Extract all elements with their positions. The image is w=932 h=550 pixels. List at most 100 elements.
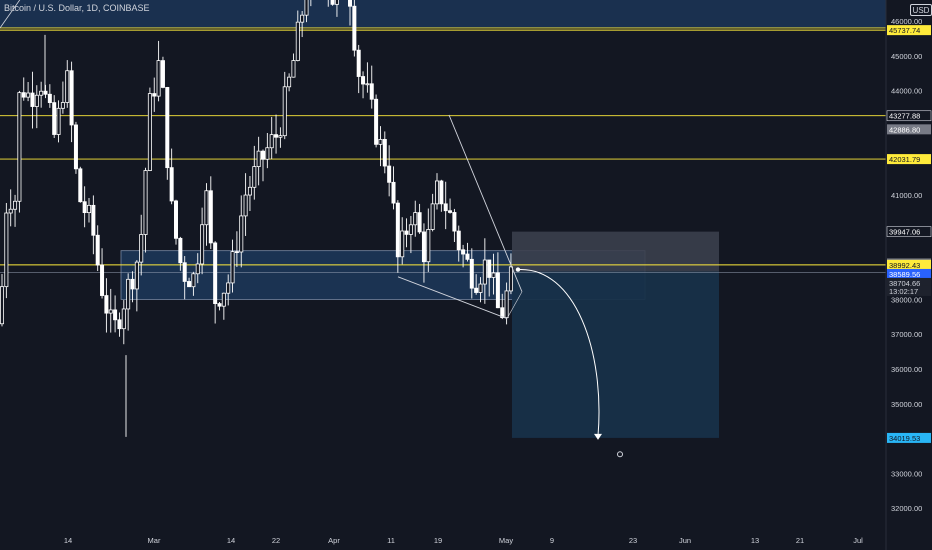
bearish-candle [100, 264, 105, 296]
bearish-candle [182, 262, 187, 282]
projection-curve [517, 269, 600, 436]
projection-arrow-head [594, 433, 602, 440]
bearish-candle [73, 124, 78, 170]
marker-icon [617, 451, 623, 458]
bullish-candle [156, 60, 161, 97]
time-tick-label: 22 [272, 536, 280, 545]
bearish-candle [391, 181, 396, 204]
bullish-candle [365, 83, 370, 86]
bullish-candle [291, 60, 296, 78]
price-axis[interactable]: 46000.0045000.0044000.0041000.0040000.00… [885, 0, 932, 550]
currency-button[interactable]: USD [910, 4, 932, 16]
bullish-candle [17, 92, 22, 202]
bearish-candle [461, 249, 466, 255]
resistance-band [0, 0, 886, 28]
symbol-label[interactable]: Bitcoin / U.S. Dollar, 1D, COINBASE [4, 3, 150, 13]
bearish-candle [356, 49, 361, 77]
bearish-candle [160, 60, 165, 88]
bearish-candle [21, 92, 26, 98]
bullish-candle [304, 0, 309, 16]
price-label-box [887, 285, 931, 296]
bullish-candle [243, 194, 248, 217]
bullish-candle [191, 273, 196, 288]
price-label-box [887, 259, 931, 270]
price-tick-label: 37000.00 [891, 330, 922, 339]
bullish-candle [334, 0, 339, 5]
bullish-candle [408, 224, 413, 235]
time-axis[interactable]: 14 Mar 14 22 Apr 11 19 May 9 23 Jun 13 21 Jul [64, 536, 863, 545]
bearish-candle [347, 0, 352, 7]
time-tick-label: 11 [387, 536, 395, 545]
bearish-candle [113, 309, 118, 321]
bullish-candle [230, 251, 235, 284]
price-tick-label: 46000.00 [891, 17, 922, 26]
bullish-candle [39, 90, 44, 96]
bearish-candle [448, 210, 453, 213]
price-label: 42031.79 [889, 155, 920, 164]
time-tick-label: 14 [64, 536, 72, 545]
candlesticks-layer [0, 0, 513, 437]
time-tick-label: May [499, 536, 513, 545]
bullish-candle [143, 170, 148, 235]
bullish-candle [204, 190, 209, 226]
bearish-candle [69, 70, 74, 126]
bullish-candle [282, 86, 287, 137]
time-tick-label: Mar [148, 536, 161, 545]
time-tick-label: 23 [629, 536, 637, 545]
projection-start-dot [515, 267, 521, 272]
zones-layer [0, 0, 886, 438]
bullish-candle [256, 150, 261, 167]
level-lines-layer [0, 27, 886, 273]
bearish-candle [374, 98, 379, 145]
price-label-box [887, 25, 931, 36]
bullish-candle [147, 93, 152, 171]
bullish-candle [13, 200, 18, 210]
price-tick-label: 35000.00 [891, 400, 922, 409]
bearish-candle [395, 202, 400, 258]
time-tick-label: 14 [227, 536, 235, 545]
time-tick-label: Jul [853, 536, 863, 545]
bearish-candle [487, 259, 492, 278]
bullish-candle [121, 308, 126, 330]
bullish-candle [434, 180, 439, 205]
bearish-candle [217, 303, 222, 307]
price-label-box [887, 268, 931, 279]
price-tick-label: 44000.00 [891, 87, 922, 96]
stop-loss-area [512, 231, 719, 272]
bearish-candle [91, 204, 96, 236]
bullish-candle [4, 212, 9, 288]
bearish-candle [456, 230, 461, 251]
price-tick-label: 38000.00 [891, 295, 922, 304]
price-tick-label: 33000.00 [891, 469, 922, 478]
trend-line [0, 0, 21, 29]
bullish-candle [34, 94, 39, 107]
price-label-box [887, 154, 931, 165]
wedge-lower-line [397, 276, 508, 319]
bearish-candle [95, 234, 100, 266]
bearish-candle [213, 242, 218, 304]
bearish-candle [369, 83, 374, 100]
bearish-candle [352, 5, 357, 51]
bearish-candle [452, 212, 457, 232]
bearish-candle [382, 139, 387, 167]
bearish-candle [117, 319, 122, 330]
bullish-candle [56, 107, 61, 135]
bullish-candle [60, 102, 65, 109]
price-tick-label: 45000.00 [891, 52, 922, 61]
bearish-candle [495, 272, 500, 309]
time-tick-label: Apr [328, 536, 340, 545]
bearish-candle [439, 180, 444, 205]
price-label-box [887, 124, 931, 135]
bullish-candle [287, 76, 292, 88]
bearish-candle [30, 92, 35, 107]
price-label-box [886, 226, 932, 237]
bearish-candle [152, 93, 157, 97]
price-tick-label: 32000.00 [891, 504, 922, 513]
bullish-candle [247, 186, 252, 196]
bearish-candle [187, 281, 192, 288]
bearish-candle [47, 93, 52, 104]
bullish-candle [508, 266, 513, 292]
bearish-candle [421, 231, 426, 263]
bearish-candle [169, 167, 174, 202]
